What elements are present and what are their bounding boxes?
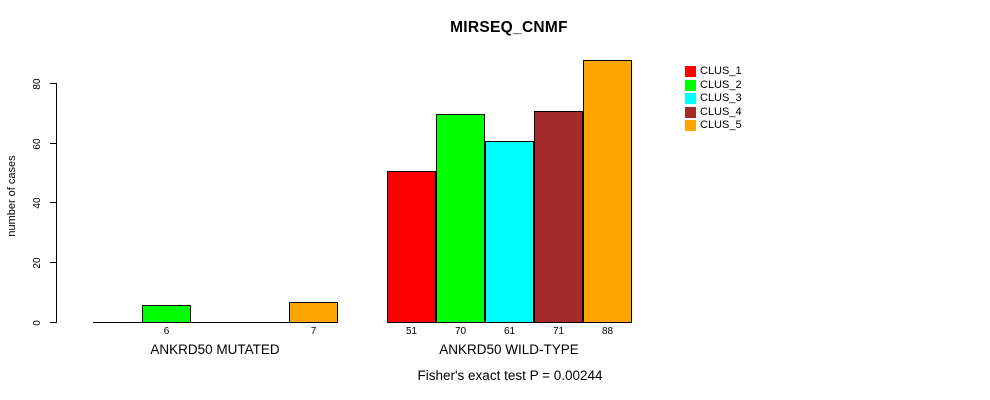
bar-clus_3-ankrd50-mutated-zero	[191, 322, 240, 323]
y-axis-tick-label: 80	[32, 78, 43, 90]
bar-value-label-clus_3-ankrd50-wild-type: 61	[503, 326, 516, 337]
y-axis-tick-label: 40	[32, 197, 43, 209]
legend-item-clus_1: CLUS_1	[685, 65, 742, 79]
y-axis-line	[56, 83, 57, 323]
y-axis-tick-label: 60	[32, 138, 43, 150]
bar-clus_1-ankrd50-mutated-zero	[93, 322, 142, 323]
y-axis-tick	[50, 143, 57, 144]
legend-swatch-clus_2	[685, 79, 696, 91]
legend-label-clus_5: CLUS_5	[700, 119, 742, 132]
legend-label-clus_1: CLUS_1	[700, 65, 742, 78]
bar-clus_2-ankrd50-mutated	[142, 305, 191, 323]
legend-item-clus_3: CLUS_3	[685, 92, 742, 106]
y-axis-tick-label: 0	[32, 320, 43, 326]
legend-swatch-clus_5	[685, 120, 696, 132]
bar-clus_2-ankrd50-wild-type	[436, 114, 485, 323]
legend-item-clus_4: CLUS_4	[685, 106, 742, 120]
y-axis-tick	[50, 322, 57, 323]
group-label-ankrd50-mutated: ANKRD50 MUTATED	[150, 342, 280, 357]
bar-clus_4-ankrd50-mutated-zero	[240, 322, 289, 323]
bar-value-label-clus_2-ankrd50-mutated: 6	[163, 326, 170, 337]
bar-value-label-clus_1-ankrd50-wild-type: 51	[405, 326, 418, 337]
y-axis-tick	[50, 202, 57, 203]
y-axis-tick	[50, 262, 57, 263]
bar-clus_5-ankrd50-wild-type	[583, 60, 632, 323]
bar-value-label-clus_4-ankrd50-wild-type: 71	[552, 326, 565, 337]
legend-label-clus_2: CLUS_2	[700, 78, 742, 91]
bar-clus_3-ankrd50-wild-type	[485, 141, 534, 323]
bar-value-label-clus_5-ankrd50-mutated: 7	[310, 326, 317, 337]
legend-swatch-clus_3	[685, 93, 696, 105]
legend-item-clus_5: CLUS_5	[685, 119, 742, 133]
bar-value-label-clus_2-ankrd50-wild-type: 70	[454, 326, 467, 337]
bar-clus_5-ankrd50-mutated	[289, 302, 338, 323]
fisher-test-caption: Fisher's exact test P = 0.00244	[417, 368, 603, 383]
group-label-ankrd50-wild-type: ANKRD50 WILD-TYPE	[439, 342, 579, 357]
y-axis-label: number of cases	[6, 155, 18, 237]
chart-title: MIRSEQ_CNMF	[450, 19, 568, 36]
legend-swatch-clus_1	[685, 66, 696, 78]
legend-label-clus_3: CLUS_3	[700, 92, 742, 105]
legend-item-clus_2: CLUS_2	[685, 79, 742, 93]
bar-clus_1-ankrd50-wild-type	[387, 171, 436, 323]
legend-swatch-clus_4	[685, 106, 696, 118]
bar-clus_4-ankrd50-wild-type	[534, 111, 583, 323]
bar-value-label-clus_5-ankrd50-wild-type: 88	[601, 326, 614, 337]
y-axis-tick-label: 20	[32, 257, 43, 269]
y-axis-tick	[50, 83, 57, 84]
legend-label-clus_4: CLUS_4	[700, 105, 742, 118]
